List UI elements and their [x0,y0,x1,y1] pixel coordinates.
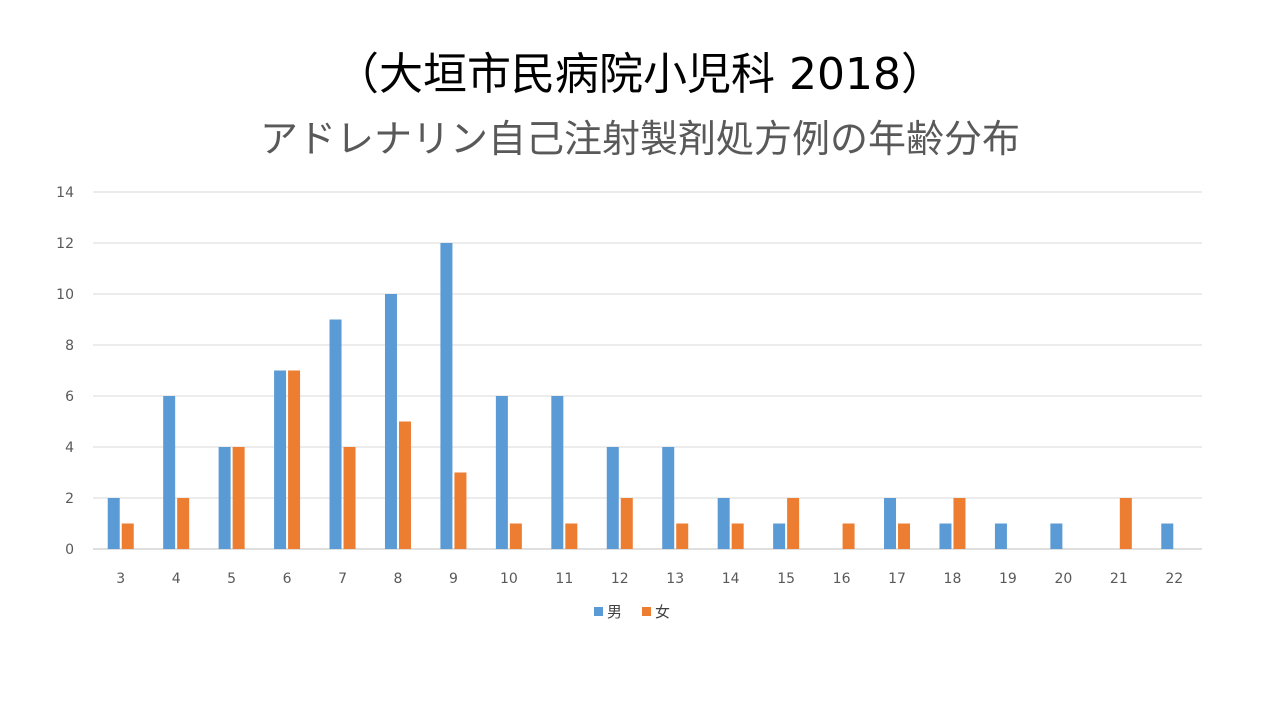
x-tick-label: 12 [611,571,629,587]
y-tick-label: 2 [65,491,74,507]
x-tick-label: 15 [777,571,795,587]
bar-male [606,447,619,549]
bar-female [288,370,301,549]
x-tick-label: 18 [944,571,962,587]
x-tick-label: 16 [833,571,851,587]
bar-male [218,447,231,549]
bar-male [662,447,675,549]
x-tick-label: 20 [1054,571,1072,587]
legend-swatch-female [642,607,651,616]
x-tick-label: 5 [227,571,236,587]
bar-female [898,523,911,549]
x-tick-label: 3 [116,571,125,587]
bar-male [107,498,120,549]
bar-female [1119,498,1132,549]
y-tick-label: 10 [56,287,74,303]
x-tick-label: 14 [722,571,740,587]
bar-male [717,498,730,549]
bar-female [787,498,800,549]
chart-title: （大垣市民病院小児科 2018） [335,49,945,100]
y-tick-label: 14 [56,185,74,201]
x-tick-label: 22 [1165,571,1183,587]
legend-label-female: 女 [655,603,670,621]
x-tick-label: 13 [666,571,684,587]
bar-female [676,523,689,549]
x-tick-label: 8 [394,571,403,587]
bar-male [274,370,287,549]
bar-male [329,319,342,549]
bar-male [1161,523,1174,549]
y-tick-label: 6 [65,389,74,405]
x-tick-label: 11 [555,571,573,587]
legend-label-male: 男 [607,603,622,621]
bar-male [495,396,508,549]
legend-swatch-male [594,607,603,616]
chart-subtitle: アドレナリン自己注射製剤処方例の年齢分布 [259,117,1020,161]
bar-female [232,447,245,549]
bar-female [343,447,356,549]
x-tick-label: 4 [172,571,181,587]
y-tick-label: 4 [65,440,74,456]
bar-female [177,498,190,549]
bar-male [440,243,453,549]
bar-male [1050,523,1063,549]
bar-male [994,523,1007,549]
y-tick-label: 12 [56,236,74,252]
x-tick-label: 9 [449,571,458,587]
bar-male [163,396,176,549]
bar-male [884,498,897,549]
bar-female [565,523,578,549]
bar-female [121,523,134,549]
x-tick-label: 19 [999,571,1017,587]
bar-female [842,523,855,549]
bar-male [384,294,397,549]
bar-male [551,396,564,549]
y-tick-label: 0 [65,542,74,558]
bar-female [398,421,411,549]
bar-female [509,523,522,549]
y-tick-label: 8 [65,338,74,354]
bar-female [620,498,633,549]
x-tick-label: 7 [338,571,347,587]
bar-male [773,523,786,549]
bar-female [953,498,966,549]
x-tick-label: 21 [1110,571,1128,587]
bar-male [939,523,952,549]
bar-female [731,523,744,549]
bar-female [454,472,467,549]
x-tick-label: 10 [500,571,518,587]
x-tick-label: 17 [888,571,906,587]
x-tick-label: 6 [283,571,292,587]
